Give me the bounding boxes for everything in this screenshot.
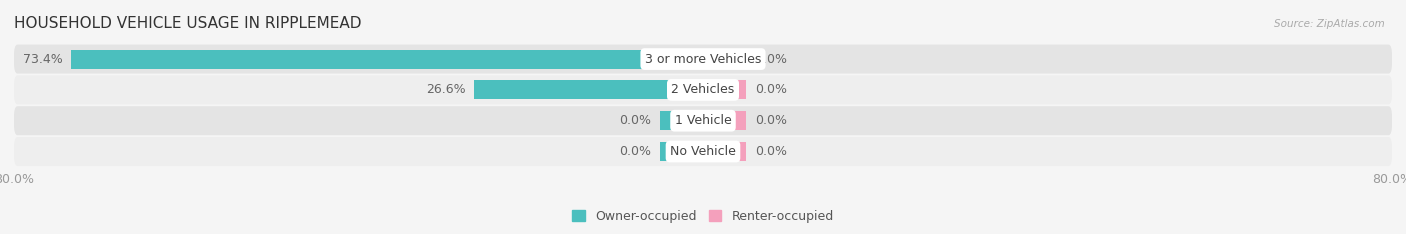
Text: 3 or more Vehicles: 3 or more Vehicles — [645, 53, 761, 66]
Text: 26.6%: 26.6% — [426, 83, 465, 96]
Bar — [703, 111, 747, 130]
Bar — [703, 50, 747, 69]
Text: 0.0%: 0.0% — [619, 114, 651, 127]
Bar — [70, 50, 703, 69]
FancyBboxPatch shape — [14, 106, 1392, 135]
Bar — [659, 142, 703, 161]
FancyBboxPatch shape — [14, 45, 1392, 73]
Bar — [474, 80, 703, 99]
Bar — [659, 111, 703, 130]
Text: 0.0%: 0.0% — [755, 145, 787, 158]
Bar — [703, 142, 747, 161]
Bar — [703, 80, 747, 99]
Legend: Owner-occupied, Renter-occupied: Owner-occupied, Renter-occupied — [568, 205, 838, 228]
Text: 0.0%: 0.0% — [619, 145, 651, 158]
FancyBboxPatch shape — [14, 75, 1392, 104]
Text: 73.4%: 73.4% — [22, 53, 62, 66]
Text: 0.0%: 0.0% — [755, 83, 787, 96]
Text: 0.0%: 0.0% — [755, 53, 787, 66]
Text: 1 Vehicle: 1 Vehicle — [675, 114, 731, 127]
Text: 0.0%: 0.0% — [755, 114, 787, 127]
Text: No Vehicle: No Vehicle — [671, 145, 735, 158]
Text: 2 Vehicles: 2 Vehicles — [672, 83, 734, 96]
Text: Source: ZipAtlas.com: Source: ZipAtlas.com — [1274, 19, 1385, 29]
FancyBboxPatch shape — [14, 137, 1392, 166]
Text: HOUSEHOLD VEHICLE USAGE IN RIPPLEMEAD: HOUSEHOLD VEHICLE USAGE IN RIPPLEMEAD — [14, 16, 361, 31]
